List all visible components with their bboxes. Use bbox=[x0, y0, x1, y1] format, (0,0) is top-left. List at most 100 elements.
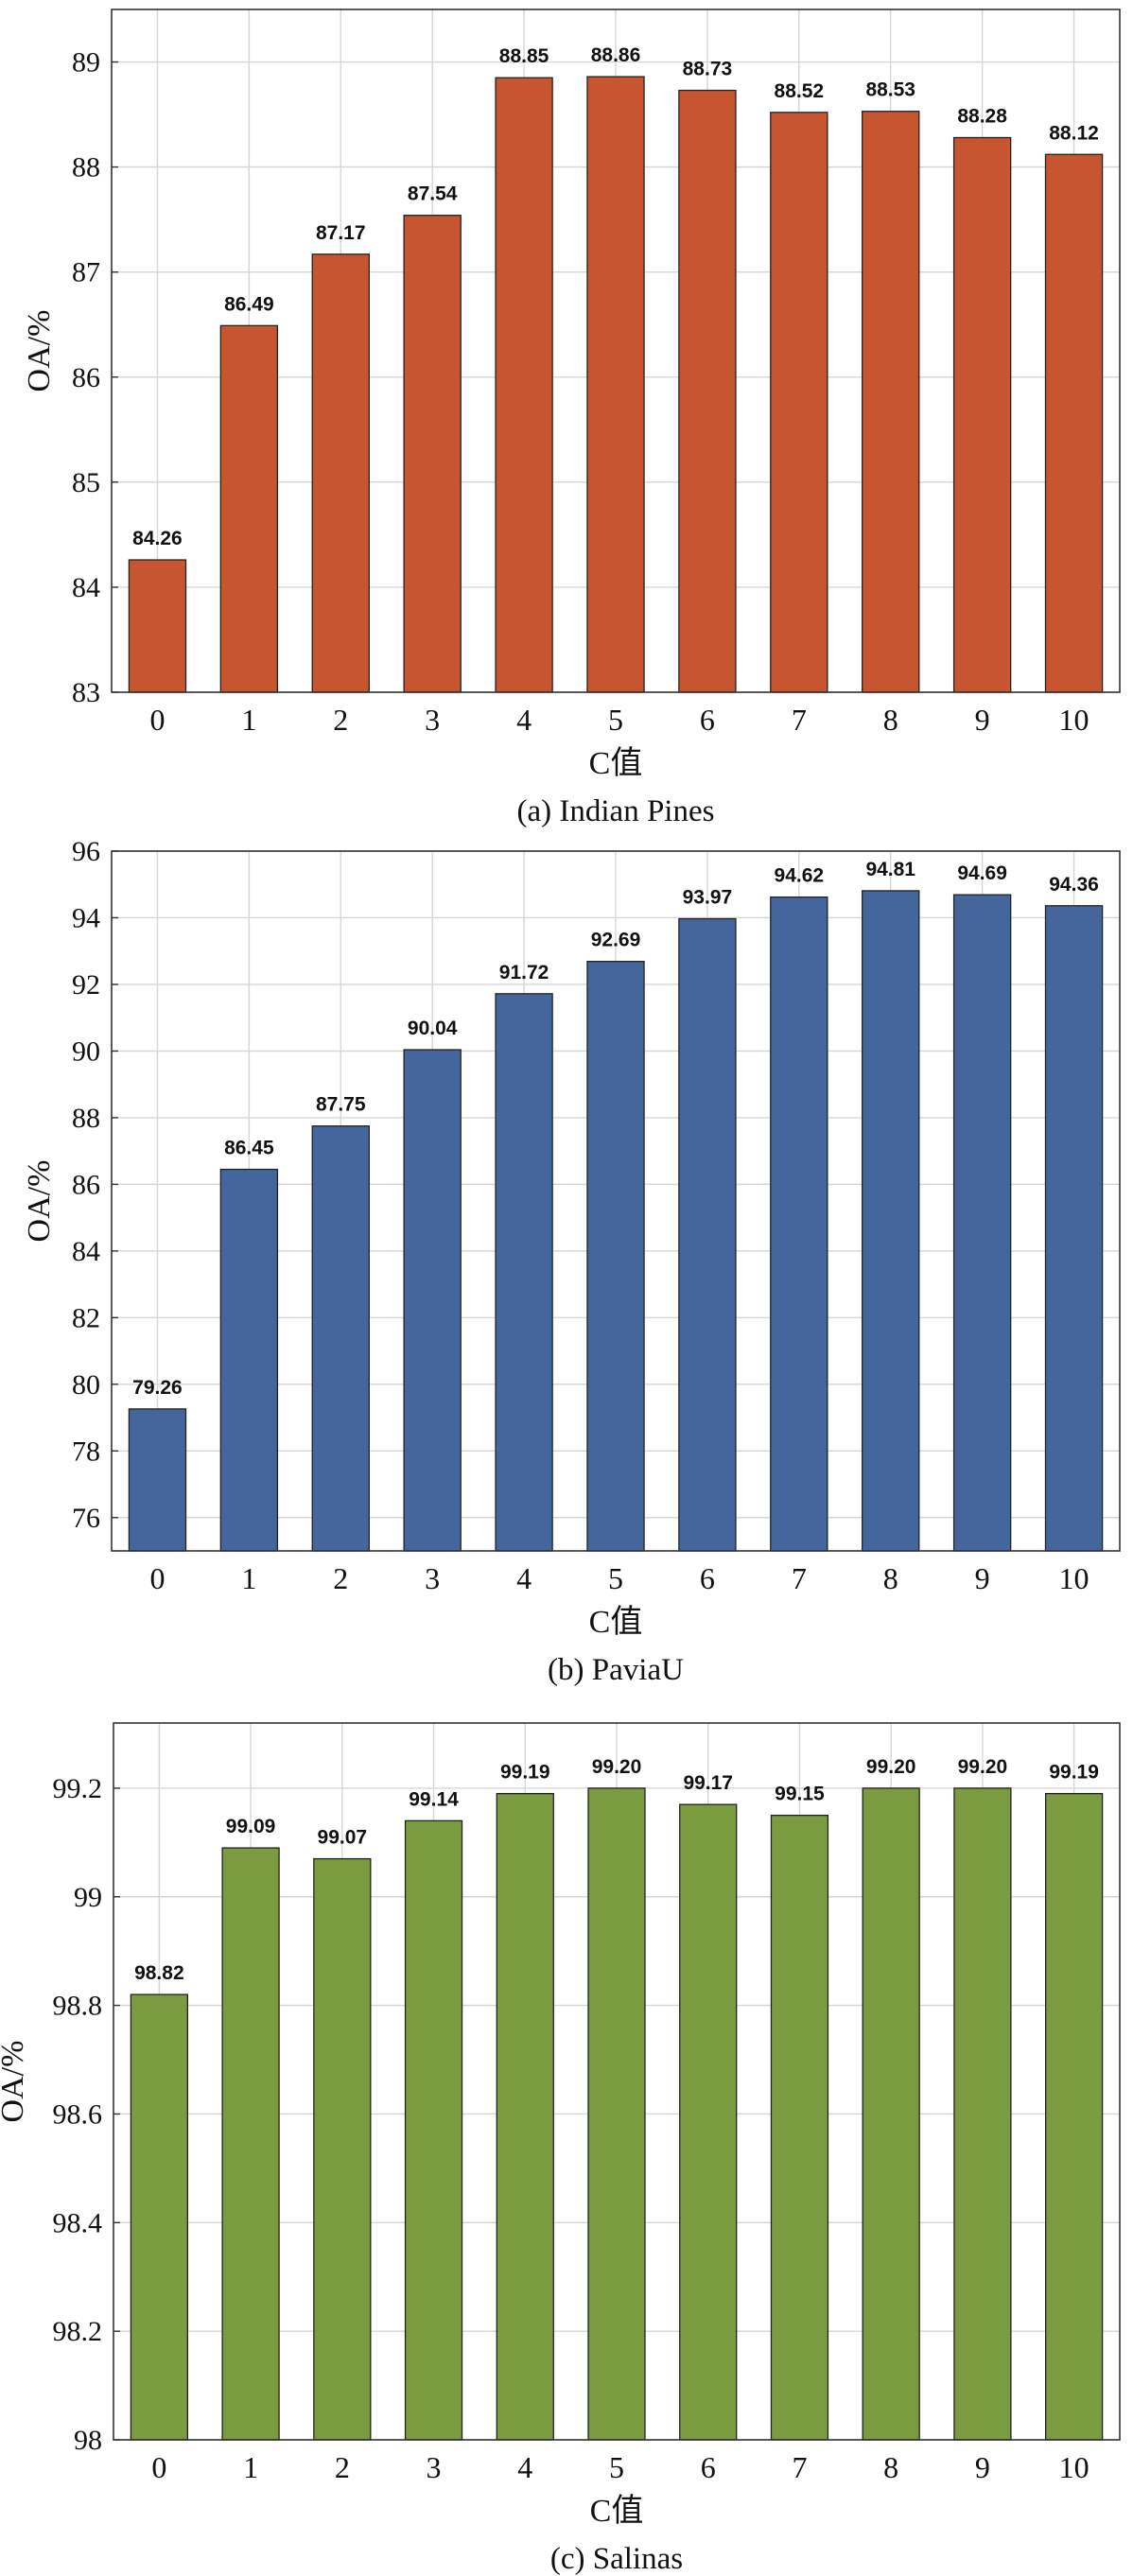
data-label: 99.17 bbox=[683, 1772, 733, 1794]
y-tick-label: 88 bbox=[72, 152, 100, 183]
x-tick-label: 7 bbox=[792, 1561, 807, 1595]
x-tick-label: 9 bbox=[975, 703, 990, 737]
bar bbox=[403, 1049, 462, 1552]
data-label: 99.20 bbox=[866, 1756, 916, 1778]
x-tick-label: 10 bbox=[1059, 2450, 1089, 2484]
y-tick-label: 89 bbox=[72, 47, 100, 78]
data-label: 86.49 bbox=[224, 293, 274, 315]
data-label: 86.45 bbox=[224, 1138, 274, 1159]
x-tick-label: 5 bbox=[609, 2450, 624, 2484]
bar bbox=[678, 917, 737, 1552]
data-label: 94.62 bbox=[775, 865, 825, 887]
y-tick-label: 92 bbox=[72, 969, 100, 1001]
data-label: 87.75 bbox=[316, 1094, 366, 1116]
figure-caption: (c) Salinas bbox=[550, 2542, 683, 2576]
x-axis-title: C值 bbox=[589, 1604, 643, 1640]
y-tick-label: 82 bbox=[72, 1302, 100, 1333]
chart-panel-1: 79.26 86.45 87.75 90.04 91.72 92.69 93.97 94.62… bbox=[22, 836, 1121, 1687]
x-tick-label: 6 bbox=[701, 2450, 716, 2484]
data-label: 88.73 bbox=[683, 59, 733, 80]
y-tick-label: 96 bbox=[72, 836, 100, 867]
bar bbox=[1045, 1793, 1104, 2441]
bar bbox=[770, 1814, 829, 2441]
data-label: 88.85 bbox=[499, 45, 549, 67]
x-tick-label: 1 bbox=[241, 703, 256, 737]
bar bbox=[1044, 905, 1104, 1552]
data-label: 88.53 bbox=[865, 79, 915, 101]
x-tick-label: 9 bbox=[975, 1561, 990, 1595]
bar bbox=[952, 894, 1012, 1552]
plot-frame bbox=[111, 850, 1121, 1552]
x-tick-label: 7 bbox=[792, 2450, 807, 2484]
x-tick-label: 2 bbox=[333, 703, 348, 737]
y-tick-label: 98.6 bbox=[53, 2098, 103, 2130]
bar bbox=[862, 890, 920, 1552]
figure-caption: (b) PaviaU bbox=[548, 1653, 684, 1687]
y-tick-label: 87 bbox=[72, 257, 100, 288]
bar bbox=[219, 1168, 279, 1552]
bar bbox=[586, 76, 645, 693]
x-tick-label: 0 bbox=[151, 2450, 166, 2484]
bar bbox=[953, 1787, 1012, 2441]
x-tick-label: 7 bbox=[792, 703, 807, 737]
data-label: 88.86 bbox=[591, 44, 641, 66]
x-tick-label: 1 bbox=[241, 1561, 256, 1595]
x-tick-label: 1 bbox=[243, 2450, 258, 2484]
bar bbox=[313, 1857, 372, 2441]
data-label: 99.19 bbox=[500, 1762, 550, 1784]
data-label: 99.15 bbox=[775, 1784, 825, 1805]
data-label: 88.28 bbox=[957, 106, 1007, 128]
data-label: 84.26 bbox=[132, 528, 183, 549]
x-tick-label: 3 bbox=[427, 2450, 442, 2484]
data-label: 94.36 bbox=[1049, 874, 1099, 896]
plot-frame bbox=[113, 1722, 1121, 2441]
data-label: 99.20 bbox=[958, 1756, 1008, 1778]
data-label: 99.20 bbox=[592, 1756, 642, 1778]
bar bbox=[770, 896, 828, 1552]
x-tick-label: 9 bbox=[975, 2450, 990, 2484]
x-tick-label: 4 bbox=[517, 2450, 532, 2484]
y-tick-label: 98.4 bbox=[53, 2207, 103, 2238]
x-axis-title: C值 bbox=[589, 745, 643, 781]
figure-caption: (a) Indian Pines bbox=[517, 794, 715, 828]
bar bbox=[679, 1803, 738, 2441]
plot-frame bbox=[111, 9, 1121, 693]
x-tick-label: 4 bbox=[516, 1561, 532, 1595]
y-tick-label: 98.8 bbox=[53, 1991, 103, 2022]
y-tick-label: 85 bbox=[72, 467, 100, 498]
bar bbox=[221, 1847, 280, 2441]
bar bbox=[311, 1125, 370, 1552]
bar bbox=[862, 1787, 920, 2441]
data-label: 99.09 bbox=[226, 1816, 276, 1837]
x-axis-title: C值 bbox=[590, 2493, 644, 2529]
y-tick-label: 78 bbox=[72, 1436, 100, 1467]
x-tick-label: 4 bbox=[516, 703, 532, 737]
x-tick-label: 6 bbox=[700, 1561, 715, 1595]
x-tick-label: 8 bbox=[883, 1561, 898, 1595]
data-label: 91.72 bbox=[499, 962, 549, 983]
y-tick-label: 94 bbox=[72, 902, 100, 933]
x-tick-label: 0 bbox=[149, 1561, 165, 1595]
y-tick-label: 88 bbox=[72, 1103, 100, 1134]
data-label: 88.12 bbox=[1049, 122, 1099, 144]
y-tick-label: 80 bbox=[72, 1369, 100, 1401]
data-label: 90.04 bbox=[408, 1018, 458, 1039]
x-tick-label: 5 bbox=[608, 703, 623, 737]
data-label: 98.82 bbox=[134, 1962, 184, 1984]
bar bbox=[496, 1793, 554, 2441]
bar bbox=[862, 111, 920, 693]
bar bbox=[311, 253, 370, 693]
bar bbox=[404, 1819, 463, 2441]
data-label: 93.97 bbox=[683, 887, 733, 909]
chart-panel-0: 84.26 86.49 87.17 87.54 88.85 88.86 88.73 88.52… bbox=[22, 9, 1121, 828]
x-tick-label: 0 bbox=[149, 703, 165, 737]
data-label: 88.52 bbox=[775, 80, 825, 102]
x-tick-label: 8 bbox=[883, 703, 898, 737]
x-tick-label: 2 bbox=[333, 1561, 348, 1595]
bar bbox=[495, 77, 553, 693]
data-label: 92.69 bbox=[591, 930, 641, 951]
bar bbox=[1044, 153, 1104, 693]
data-label: 87.17 bbox=[316, 222, 366, 244]
y-tick-label: 99 bbox=[74, 1882, 102, 1913]
